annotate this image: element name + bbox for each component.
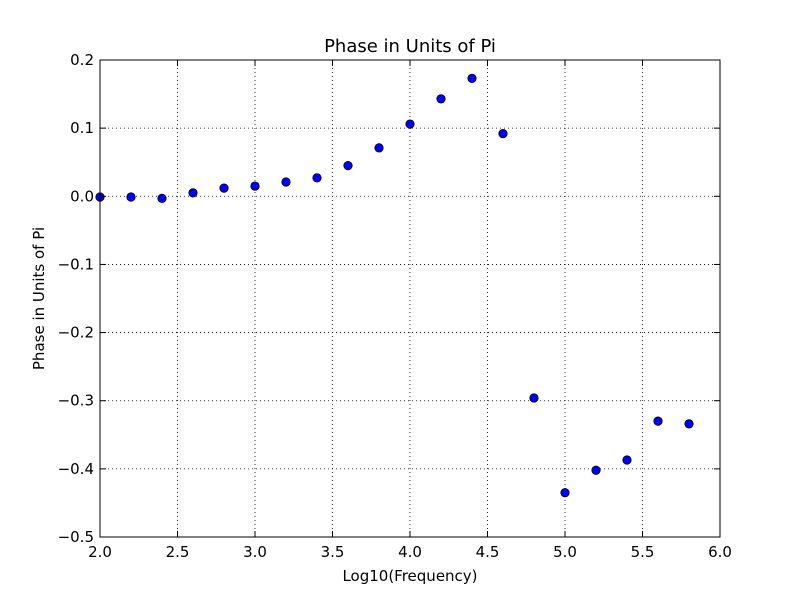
x-tick-label: 5.0 bbox=[553, 543, 577, 561]
x-tick-label: 4.0 bbox=[398, 543, 422, 561]
x-tick-label: 6.0 bbox=[708, 543, 732, 561]
data-point bbox=[157, 193, 167, 203]
y-axis-label: Phase in Units of Pi bbox=[30, 227, 48, 370]
data-point bbox=[250, 181, 260, 191]
data-point bbox=[467, 73, 477, 83]
data-point bbox=[343, 161, 353, 171]
data-point bbox=[622, 455, 632, 465]
x-tick-label: 2.5 bbox=[166, 543, 190, 561]
y-tick-label: 0.1 bbox=[70, 119, 94, 137]
data-point bbox=[560, 488, 570, 498]
x-tick-labels: 2.0 2.5 3.0 3.5 4.0 4.5 5.0 5.5 6.0 bbox=[88, 543, 732, 561]
x-tick-label: 4.5 bbox=[476, 543, 500, 561]
y-tick-label: −0.3 bbox=[58, 392, 94, 410]
data-point bbox=[219, 183, 229, 193]
x-tick-label: 5.5 bbox=[631, 543, 655, 561]
y-tick-label: −0.5 bbox=[58, 528, 94, 546]
grid bbox=[99, 59, 721, 538]
x-tick-label: 3.5 bbox=[321, 543, 345, 561]
data-point bbox=[498, 128, 508, 139]
x-tick-label: 2.0 bbox=[88, 543, 112, 561]
plot-frame bbox=[99, 59, 721, 538]
y-tick-label: −0.4 bbox=[58, 460, 94, 478]
data-point bbox=[312, 173, 322, 183]
data-point bbox=[591, 465, 601, 475]
y-tick-label: 0.0 bbox=[70, 187, 94, 205]
data-point bbox=[653, 416, 663, 426]
x-axis-label: Log10(Frequency) bbox=[342, 567, 477, 585]
y-tick-label: 0.2 bbox=[70, 51, 94, 69]
data-point bbox=[405, 119, 415, 129]
y-tick-label: −0.2 bbox=[58, 324, 94, 342]
data-point bbox=[188, 188, 198, 198]
y-tick-labels: −0.5 −0.4 −0.3 −0.2 −0.1 0.0 0.1 0.2 bbox=[58, 51, 94, 546]
data-point bbox=[436, 94, 446, 104]
data-points bbox=[95, 73, 694, 498]
data-point bbox=[126, 192, 136, 202]
data-point bbox=[684, 419, 694, 429]
x-tick-label: 3.0 bbox=[243, 543, 267, 561]
chart-title: Phase in Units of Pi bbox=[324, 36, 496, 57]
data-point bbox=[374, 143, 384, 153]
y-tick-label: −0.1 bbox=[58, 255, 94, 273]
axis-ticks bbox=[99, 59, 721, 538]
data-point bbox=[529, 393, 539, 403]
data-point bbox=[281, 177, 291, 187]
